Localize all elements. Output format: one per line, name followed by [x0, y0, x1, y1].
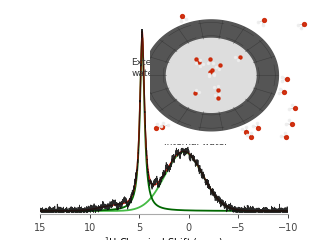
- Text: External
water: External water: [131, 58, 169, 78]
- Polygon shape: [144, 20, 278, 131]
- Text: Internal water: Internal water: [164, 138, 228, 147]
- Polygon shape: [166, 38, 256, 112]
- X-axis label: $^{1}$H Chemical Shift (ppm): $^{1}$H Chemical Shift (ppm): [104, 235, 224, 240]
